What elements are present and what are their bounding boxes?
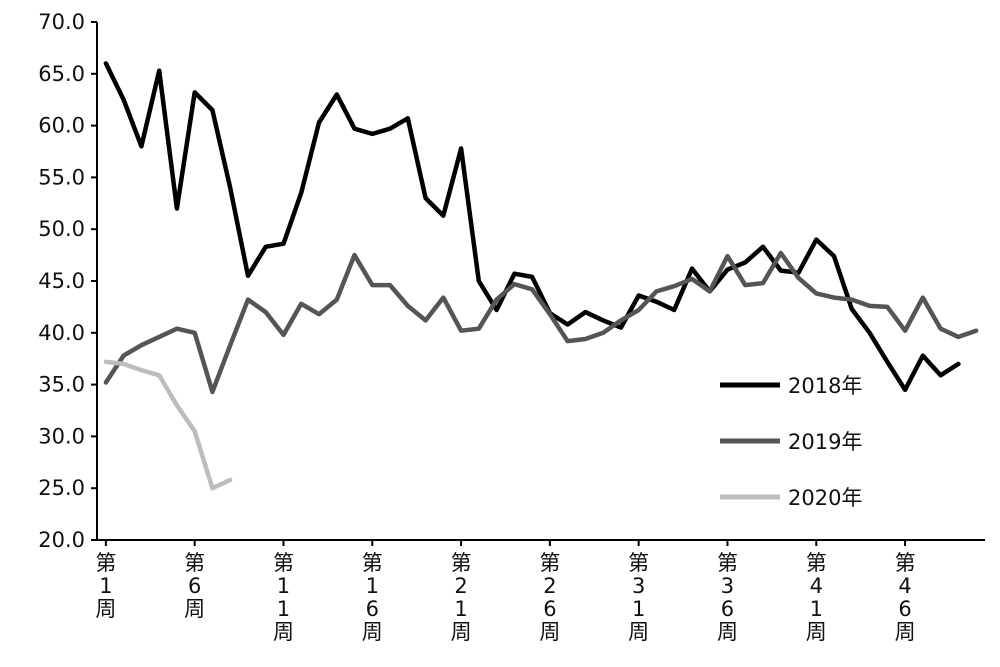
series-line-2 (103, 359, 233, 491)
y-tick-label: 60.0 (38, 114, 85, 138)
y-tick-label: 55.0 (38, 165, 85, 189)
y-tick-label: 25.0 (38, 476, 85, 500)
series-lines (103, 61, 979, 491)
y-tick-label: 40.0 (38, 321, 85, 345)
y-tick-label: 30.0 (38, 424, 85, 448)
y-tick-label: 45.0 (38, 269, 85, 293)
legend: 2018年 2019年 2020年 (720, 374, 862, 510)
y-tick-label: 70.0 (38, 10, 85, 34)
series-line-1 (103, 250, 979, 395)
legend-label: 2018年 (788, 374, 862, 398)
y-tick-label: 65.0 (38, 62, 85, 86)
y-tick-label: 35.0 (38, 373, 85, 397)
y-tick-label: 20.0 (38, 528, 85, 552)
legend-label: 2020年 (788, 486, 862, 510)
series-line-0 (103, 61, 961, 393)
legend-label: 2019年 (788, 430, 862, 454)
y-axis-ticks: 20.0 25.0 30.0 35.0 40.0 45.0 50.0 55.0 60.0 65.0… (38, 10, 97, 552)
y-tick-label: 50.0 (38, 217, 85, 241)
x-axis-ticks: 第 1 周 第 6 周 第 1 1 周 第 1 6 周 第 2 1 周 第 2 6 周 第 3 1 周 第 3 6 周 第 4 1 周 第 4 6 周 (95, 540, 916, 644)
